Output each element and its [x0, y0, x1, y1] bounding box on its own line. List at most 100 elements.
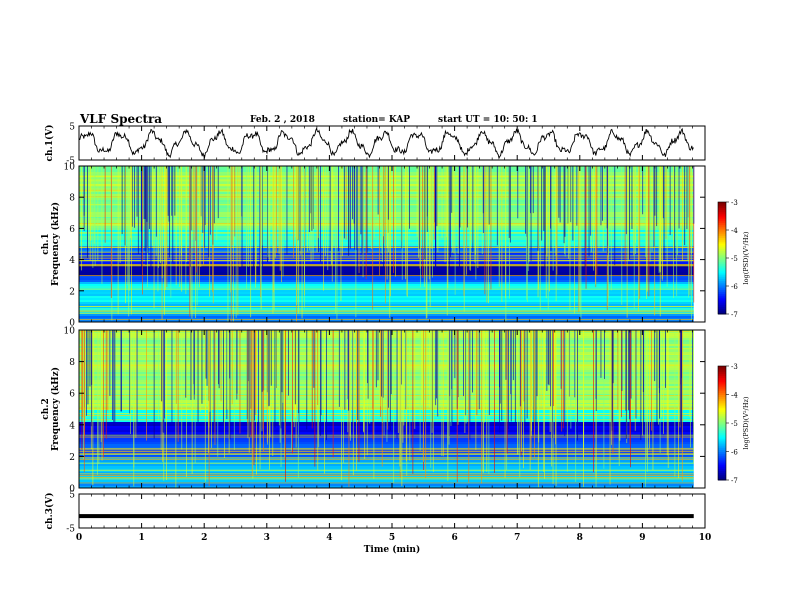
spectro-sferic: [610, 166, 612, 291]
spectrogram-image-1: [79, 166, 695, 322]
spectro-hline: [79, 184, 694, 186]
colorbar-segment: [718, 254, 726, 257]
spectro-sferic: [435, 330, 437, 406]
spectro-sferic: [595, 330, 597, 399]
spectro-sferic: [135, 330, 137, 438]
spectro-sferic: [662, 166, 664, 219]
spectro-sferic: [119, 166, 121, 263]
spectro-sferic: [465, 166, 467, 276]
spectro-sferic: [360, 166, 362, 235]
spectro-sferic: [561, 330, 563, 432]
colorbar-segment: [718, 453, 726, 456]
spectro-sferic: [87, 166, 89, 248]
spectro-row: [79, 290, 694, 292]
spectro-sferic: [423, 166, 425, 287]
spectro-sferic: [162, 330, 164, 420]
spectro-sferic: [474, 166, 476, 263]
spectro-sferic: [646, 330, 648, 458]
spectro-sferic: [344, 330, 346, 410]
spectro-sferic: [254, 330, 255, 421]
spectro-sferic: [211, 330, 212, 448]
spectro-sferic: [352, 330, 354, 427]
spectro-hline: [79, 312, 694, 314]
spectro-hline: [79, 224, 694, 226]
spectro-sferic: [177, 330, 179, 442]
spectro-sferic: [120, 330, 122, 412]
colorbar-segment: [718, 390, 726, 394]
spectro-sferic: [355, 166, 357, 318]
spectro-sferic: [323, 166, 324, 291]
spectro-sferic: [508, 166, 510, 238]
spectro-sferic: [640, 330, 642, 441]
spectro-sferic: [273, 166, 275, 311]
spectro-row: [79, 372, 694, 374]
spectro-hline: [79, 255, 694, 257]
spectro-sferic: [357, 330, 359, 420]
spectro-sferic: [203, 166, 204, 265]
spectro-sferic: [527, 166, 529, 272]
spectro-row: [79, 172, 694, 174]
spectro-hline: [79, 452, 694, 454]
spectro-sferic: [568, 166, 569, 259]
spectro-sferic: [278, 166, 280, 254]
spectro-sferic: [301, 166, 303, 319]
spectro-sferic: [611, 330, 612, 445]
spectro-sferic: [387, 166, 388, 249]
spectro-row: [79, 278, 694, 280]
spectro-sferic: [121, 330, 122, 412]
spectro-sferic: [294, 166, 296, 237]
spectro-sferic: [189, 166, 191, 267]
colorbar-label: log(PSD)(V²/Hz): [742, 231, 750, 284]
colorbar-segment: [718, 367, 726, 371]
spectro-sferic: [548, 330, 550, 386]
y-tick-label: 4: [69, 421, 75, 431]
spectro-row: [79, 168, 694, 170]
spectro-sferic: [100, 330, 101, 418]
spectro-sferic: [165, 166, 166, 290]
spectro-sferic: [400, 330, 402, 472]
spectro-sferic: [681, 330, 683, 482]
spectro-sferic: [152, 166, 153, 246]
colorbar-segment: [718, 235, 726, 238]
spectro-hline: [79, 232, 694, 234]
spectro-sferic: [494, 330, 495, 473]
spectro-sferic: [166, 166, 168, 265]
colorbar-tick-label: -3: [731, 199, 738, 207]
spectro-sferic: [161, 330, 163, 402]
spectro-hline: [79, 474, 694, 476]
spectro-sferic: [400, 330, 402, 385]
colorbar-segment: [718, 426, 726, 430]
spectro-sferic: [256, 330, 257, 475]
y-tick-label: 5: [69, 123, 75, 133]
spectro-row: [79, 280, 694, 282]
spectro-sferic: [379, 166, 380, 276]
spectro-sferic: [691, 166, 692, 254]
spectro-sferic: [628, 330, 629, 411]
spectro-sferic: [665, 166, 667, 239]
spectro-row: [79, 282, 694, 284]
colorbar-segment: [718, 375, 726, 378]
spectro-sferic: [281, 166, 282, 283]
spectro-sferic: [258, 330, 259, 430]
spectro-sferic: [201, 330, 203, 404]
spectro-sferic: [231, 330, 233, 405]
colorbar-segment: [718, 308, 726, 311]
spectro-sferic: [638, 166, 639, 312]
spectro-sferic: [310, 166, 312, 262]
colorbar-segment: [718, 394, 726, 397]
spectro-hline: [79, 395, 694, 396]
spectro-sferic: [237, 166, 239, 315]
spectro-sferic: [353, 166, 355, 224]
spectro-row: [79, 228, 694, 230]
spectro-sferic: [502, 330, 504, 409]
spectro-sferic: [261, 166, 263, 246]
spectro-sferic: [498, 166, 500, 277]
spectro-row: [79, 344, 694, 346]
spectro-row: [79, 406, 694, 408]
spectro-sferic: [679, 330, 681, 428]
spectro-sferic: [367, 330, 369, 399]
spectro-sferic: [87, 330, 89, 405]
spectro-hline: [79, 469, 694, 471]
spectro-sferic: [648, 166, 650, 297]
spectro-sferic: [285, 330, 286, 482]
